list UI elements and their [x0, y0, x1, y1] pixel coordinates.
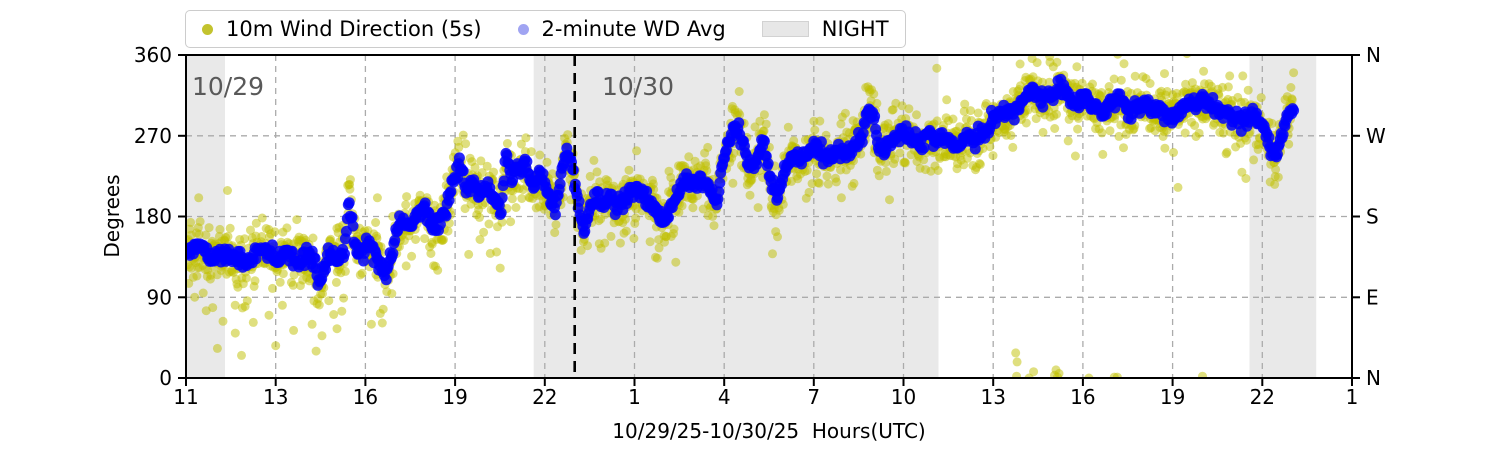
svg-text:16: 16 — [353, 385, 378, 409]
svg-text:10: 10 — [891, 385, 916, 409]
gridlines — [186, 55, 1352, 378]
axis-ticks — [178, 54, 1360, 386]
svg-text:0: 0 — [159, 366, 172, 390]
svg-text:22: 22 — [1250, 385, 1275, 409]
svg-text:4: 4 — [718, 385, 731, 409]
svg-text:19: 19 — [442, 385, 467, 409]
legend-label-wind-direction: 10m Wind Direction (5s) — [226, 17, 482, 41]
svg-text:7: 7 — [807, 385, 820, 409]
x-axis-label: 10/29/25-10/30/25 Hours(UTC) — [612, 419, 926, 443]
legend-item-wd-avg: 2-minute WD Avg — [517, 17, 726, 41]
svg-text:19: 19 — [1160, 385, 1185, 409]
svg-text:13: 13 — [263, 385, 288, 409]
svg-text:N: N — [1366, 366, 1381, 390]
svg-text:E: E — [1366, 285, 1379, 309]
legend: 10m Wind Direction (5s) 2-minute WD Avg … — [185, 10, 906, 48]
svg-text:90: 90 — [147, 285, 172, 309]
date-label-10-30: 10/30 — [602, 72, 675, 101]
svg-text:W: W — [1366, 124, 1386, 148]
svg-text:270: 270 — [134, 124, 172, 148]
legend-item-wind-direction: 10m Wind Direction (5s) — [202, 17, 482, 41]
svg-text:11: 11 — [173, 385, 198, 409]
night-patch-icon — [761, 21, 809, 37]
y-axis-label: Degrees — [100, 174, 124, 258]
legend-label-wd-avg: 2-minute WD Avg — [541, 17, 726, 41]
blue-dot-marker-icon — [517, 23, 529, 35]
svg-text:13: 13 — [980, 385, 1005, 409]
svg-text:180: 180 — [134, 205, 172, 229]
date-label-10-29: 10/29 — [192, 72, 265, 101]
svg-text:1: 1 — [628, 385, 641, 409]
svg-text:S: S — [1366, 205, 1379, 229]
avg-scatter — [186, 73, 1300, 291]
svg-text:16: 16 — [1070, 385, 1095, 409]
legend-item-night: NIGHT — [761, 17, 889, 41]
svg-text:360: 360 — [134, 43, 172, 67]
svg-text:N: N — [1366, 43, 1381, 67]
yellow-dot-marker-icon — [202, 23, 213, 35]
svg-text:1: 1 — [1346, 385, 1359, 409]
legend-label-night: NIGHT — [821, 17, 889, 41]
svg-text:22: 22 — [532, 385, 557, 409]
